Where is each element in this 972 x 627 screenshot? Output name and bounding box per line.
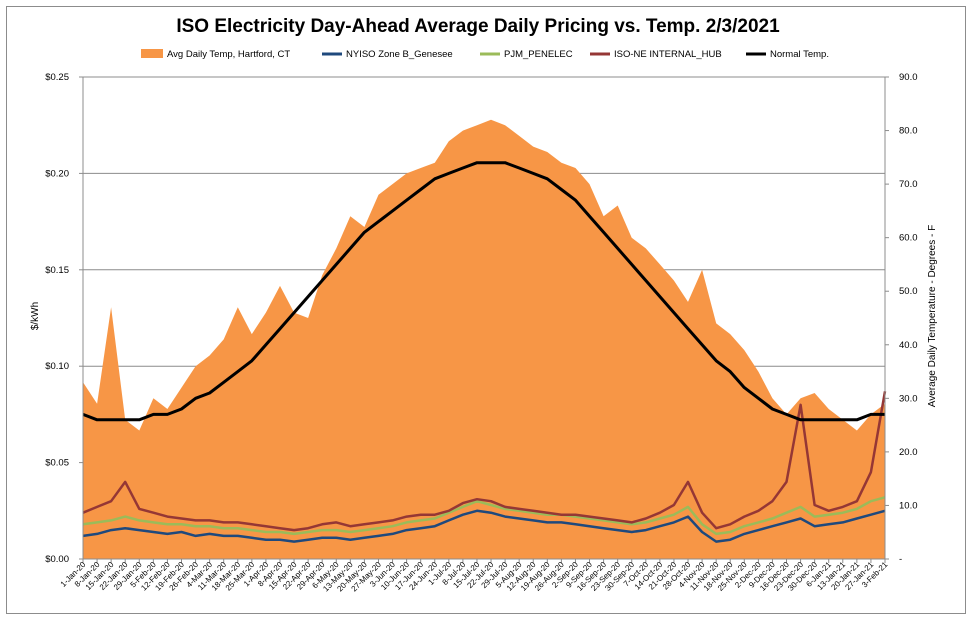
legend: Avg Daily Temp, Hartford, CT NYISO Zone B… <box>141 49 829 60</box>
y2-tick-label: 50.0 <box>899 286 918 297</box>
y-tick-label: $0.25 <box>45 72 69 83</box>
plot-border <box>82 76 886 560</box>
series-line-3 <box>82 391 887 532</box>
legend-label: ISO-NE INTERNAL_HUB <box>614 49 722 60</box>
legend-label: Normal Temp. <box>770 49 829 60</box>
y2-axis-title: Average Daily Temperature - Degrees - F <box>927 225 938 408</box>
y2-tick-label: 30.0 <box>899 393 918 404</box>
x-axis: 1-Jan-208-Jan-2015-Jan-2022-Jan-2029-Jan… <box>59 559 890 593</box>
y2-tick-label: 10.0 <box>899 500 918 511</box>
legend-label: PJM_PENELEC <box>504 49 573 60</box>
legend-label: NYISO Zone B_Genesee <box>346 49 453 60</box>
y-tick-label: $0.20 <box>45 168 69 179</box>
y2-tick-label: 70.0 <box>899 179 918 190</box>
y2-tick-label: - <box>899 554 902 565</box>
y2-tick-label: 20.0 <box>899 447 918 458</box>
chart-title: ISO Electricity Day-Ahead Average Daily … <box>176 16 780 37</box>
series-line-1 <box>82 509 886 543</box>
y2-tick-label: 90.0 <box>899 72 918 83</box>
y-axis-right: - 10.0 20.0 30.0 40.0 50.0 60.0 70.0 80.0 90.0 <box>885 72 918 565</box>
series-area-avg-daily-temp <box>83 119 885 560</box>
plot-area <box>82 76 887 560</box>
y-axis-title: $/kWh <box>30 302 41 330</box>
y2-tick-label: 80.0 <box>899 126 918 137</box>
y-axis-left: $0.00 $0.05 $0.10 $0.15 $0.20 $0.25 <box>45 72 83 565</box>
y-tick-label: $0.05 <box>45 458 69 469</box>
y-tick-label: $0.00 <box>45 554 69 565</box>
legend-swatch <box>141 49 163 58</box>
y2-tick-label: 60.0 <box>899 233 918 244</box>
series-line-2 <box>82 496 886 536</box>
series-line-4 <box>82 161 885 422</box>
y-tick-label: $0.10 <box>45 361 69 372</box>
y2-tick-label: 40.0 <box>899 340 918 351</box>
legend-label: Avg Daily Temp, Hartford, CT <box>167 49 290 60</box>
y-tick-label: $0.15 <box>45 265 69 276</box>
